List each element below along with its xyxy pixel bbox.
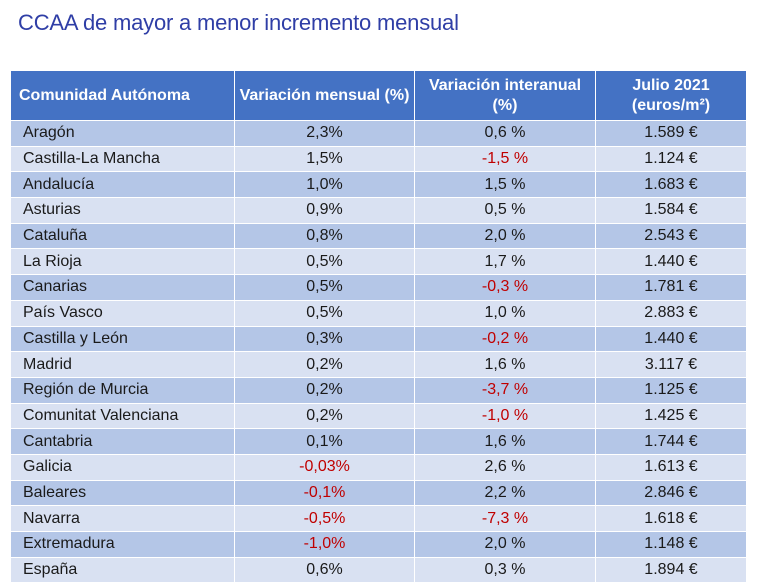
cell-comunidad: La Rioja [10, 248, 235, 276]
cell-precio: 1.683 € [595, 171, 747, 199]
cell-comunidad: España [10, 556, 235, 584]
cell-precio: 2.846 € [595, 479, 747, 507]
table-row: La Rioja 0,5% 1,7 % 1.440 € [10, 248, 747, 276]
cell-precio: 1.613 € [595, 453, 747, 481]
cell-variacion-mensual: 0,9% [234, 197, 415, 224]
cell-variacion-interanual: -1,0 % [414, 402, 596, 430]
table-row: Extremadura -1,0% 2,0 % 1.148 € [10, 531, 747, 558]
cell-variacion-interanual: 1,6 % [414, 428, 596, 455]
cell-variacion-interanual: 2,2 % [414, 479, 596, 507]
cell-comunidad: Galicia [10, 453, 235, 481]
cell-variacion-mensual: 1,0% [234, 171, 415, 199]
cell-precio: 1.781 € [595, 274, 747, 301]
cell-precio: 1.744 € [595, 428, 747, 455]
header-comunidad: Comunidad Autónoma [10, 70, 235, 121]
cell-comunidad: Asturias [10, 197, 235, 224]
cell-variacion-mensual: 0,6% [234, 556, 415, 584]
table-row: España 0,6% 0,3 % 1.894 € [10, 556, 747, 584]
page-title: CCAA de mayor a menor incremento mensual [18, 10, 459, 35]
cell-comunidad: Canarias [10, 274, 235, 301]
cell-variacion-interanual: 1,7 % [414, 248, 596, 276]
cell-variacion-mensual: 0,8% [234, 222, 415, 250]
cell-comunidad: Aragón [10, 120, 235, 147]
cell-variacion-mensual: -0,03% [234, 453, 415, 481]
cell-comunidad: Cataluña [10, 222, 235, 250]
table-row: Madrid 0,2% 1,6 % 3.117 € [10, 351, 747, 378]
cell-variacion-mensual: 0,2% [234, 351, 415, 378]
cell-variacion-mensual: 0,1% [234, 428, 415, 455]
cell-comunidad: Castilla y León [10, 325, 235, 353]
cell-precio: 1.440 € [595, 325, 747, 353]
cell-variacion-interanual: 0,6 % [414, 120, 596, 147]
cell-precio: 1.589 € [595, 120, 747, 147]
cell-variacion-mensual: 0,5% [234, 248, 415, 276]
table-row: Cataluña 0,8% 2,0 % 2.543 € [10, 222, 747, 250]
cell-variacion-interanual: 0,5 % [414, 197, 596, 224]
cell-variacion-interanual: -3,7 % [414, 376, 596, 404]
table-row: Comunitat Valenciana 0,2% -1,0 % 1.425 € [10, 402, 747, 430]
cell-precio: 1.894 € [595, 556, 747, 584]
cell-variacion-interanual: 2,6 % [414, 453, 596, 481]
cell-precio: 3.117 € [595, 351, 747, 378]
header-precio-julio-2021: Julio 2021 (euros/m²) [595, 70, 747, 121]
cell-comunidad: Castilla-La Mancha [10, 145, 235, 173]
cell-precio: 1.584 € [595, 197, 747, 224]
header-variacion-interanual: Variación interanual (%) [414, 70, 596, 121]
table-header-row: Comunidad Autónoma Variación mensual (%)… [10, 70, 747, 121]
cell-precio: 1.125 € [595, 376, 747, 404]
cell-variacion-interanual: 2,0 % [414, 531, 596, 558]
cell-comunidad: Navarra [10, 505, 235, 532]
cell-precio: 1.440 € [595, 248, 747, 276]
table-body: Aragón 2,3% 0,6 % 1.589 € Castilla-La Mancha… [10, 120, 747, 584]
table-row: Asturias 0,9% 0,5 % 1.584 € [10, 197, 747, 224]
cell-variacion-mensual: 0,5% [234, 299, 415, 327]
cell-comunidad: Madrid [10, 351, 235, 378]
cell-variacion-interanual: -0,2 % [414, 325, 596, 353]
header-variacion-mensual: Variación mensual (%) [234, 70, 415, 121]
cell-variacion-mensual: -0,1% [234, 479, 415, 507]
table-row: Canarias 0,5% -0,3 % 1.781 € [10, 274, 747, 301]
table-row: País Vasco 0,5% 1,0 % 2.883 € [10, 299, 747, 327]
cell-variacion-mensual: 0,3% [234, 325, 415, 353]
cell-variacion-mensual: 0,2% [234, 402, 415, 430]
table-row: Baleares -0,1% 2,2 % 2.846 € [10, 479, 747, 507]
cell-precio: 1.148 € [595, 531, 747, 558]
ccaa-table: Comunidad Autónoma Variación mensual (%)… [10, 70, 747, 584]
table-row: Galicia -0,03% 2,6 % 1.613 € [10, 453, 747, 481]
table-row: Castilla-La Mancha 1,5% -1,5 % 1.124 € [10, 145, 747, 173]
cell-variacion-interanual: -7,3 % [414, 505, 596, 532]
cell-comunidad: Cantabria [10, 428, 235, 455]
cell-variacion-mensual: 0,5% [234, 274, 415, 301]
cell-variacion-interanual: -1,5 % [414, 145, 596, 173]
table-row: Cantabria 0,1% 1,6 % 1.744 € [10, 428, 747, 455]
table-row: Región de Murcia 0,2% -3,7 % 1.125 € [10, 376, 747, 404]
cell-variacion-interanual: 0,3 % [414, 556, 596, 584]
cell-precio: 2.883 € [595, 299, 747, 327]
cell-comunidad: País Vasco [10, 299, 235, 327]
table-row: Aragón 2,3% 0,6 % 1.589 € [10, 120, 747, 147]
cell-variacion-mensual: -1,0% [234, 531, 415, 558]
cell-variacion-mensual: 1,5% [234, 145, 415, 173]
cell-variacion-interanual: -0,3 % [414, 274, 596, 301]
cell-precio: 1.618 € [595, 505, 747, 532]
cell-precio: 1.124 € [595, 145, 747, 173]
cell-variacion-interanual: 1,6 % [414, 351, 596, 378]
cell-variacion-mensual: -0,5% [234, 505, 415, 532]
cell-variacion-interanual: 1,5 % [414, 171, 596, 199]
cell-comunidad: Región de Murcia [10, 376, 235, 404]
cell-precio: 1.425 € [595, 402, 747, 430]
cell-comunidad: Extremadura [10, 531, 235, 558]
cell-comunidad: Andalucía [10, 171, 235, 199]
cell-comunidad: Comunitat Valenciana [10, 402, 235, 430]
cell-comunidad: Baleares [10, 479, 235, 507]
table-row: Castilla y León 0,3% -0,2 % 1.440 € [10, 325, 747, 353]
cell-precio: 2.543 € [595, 222, 747, 250]
cell-variacion-interanual: 1,0 % [414, 299, 596, 327]
table-row: Navarra -0,5% -7,3 % 1.618 € [10, 505, 747, 532]
cell-variacion-mensual: 2,3% [234, 120, 415, 147]
table-row: Andalucía 1,0% 1,5 % 1.683 € [10, 171, 747, 199]
cell-variacion-mensual: 0,2% [234, 376, 415, 404]
cell-variacion-interanual: 2,0 % [414, 222, 596, 250]
